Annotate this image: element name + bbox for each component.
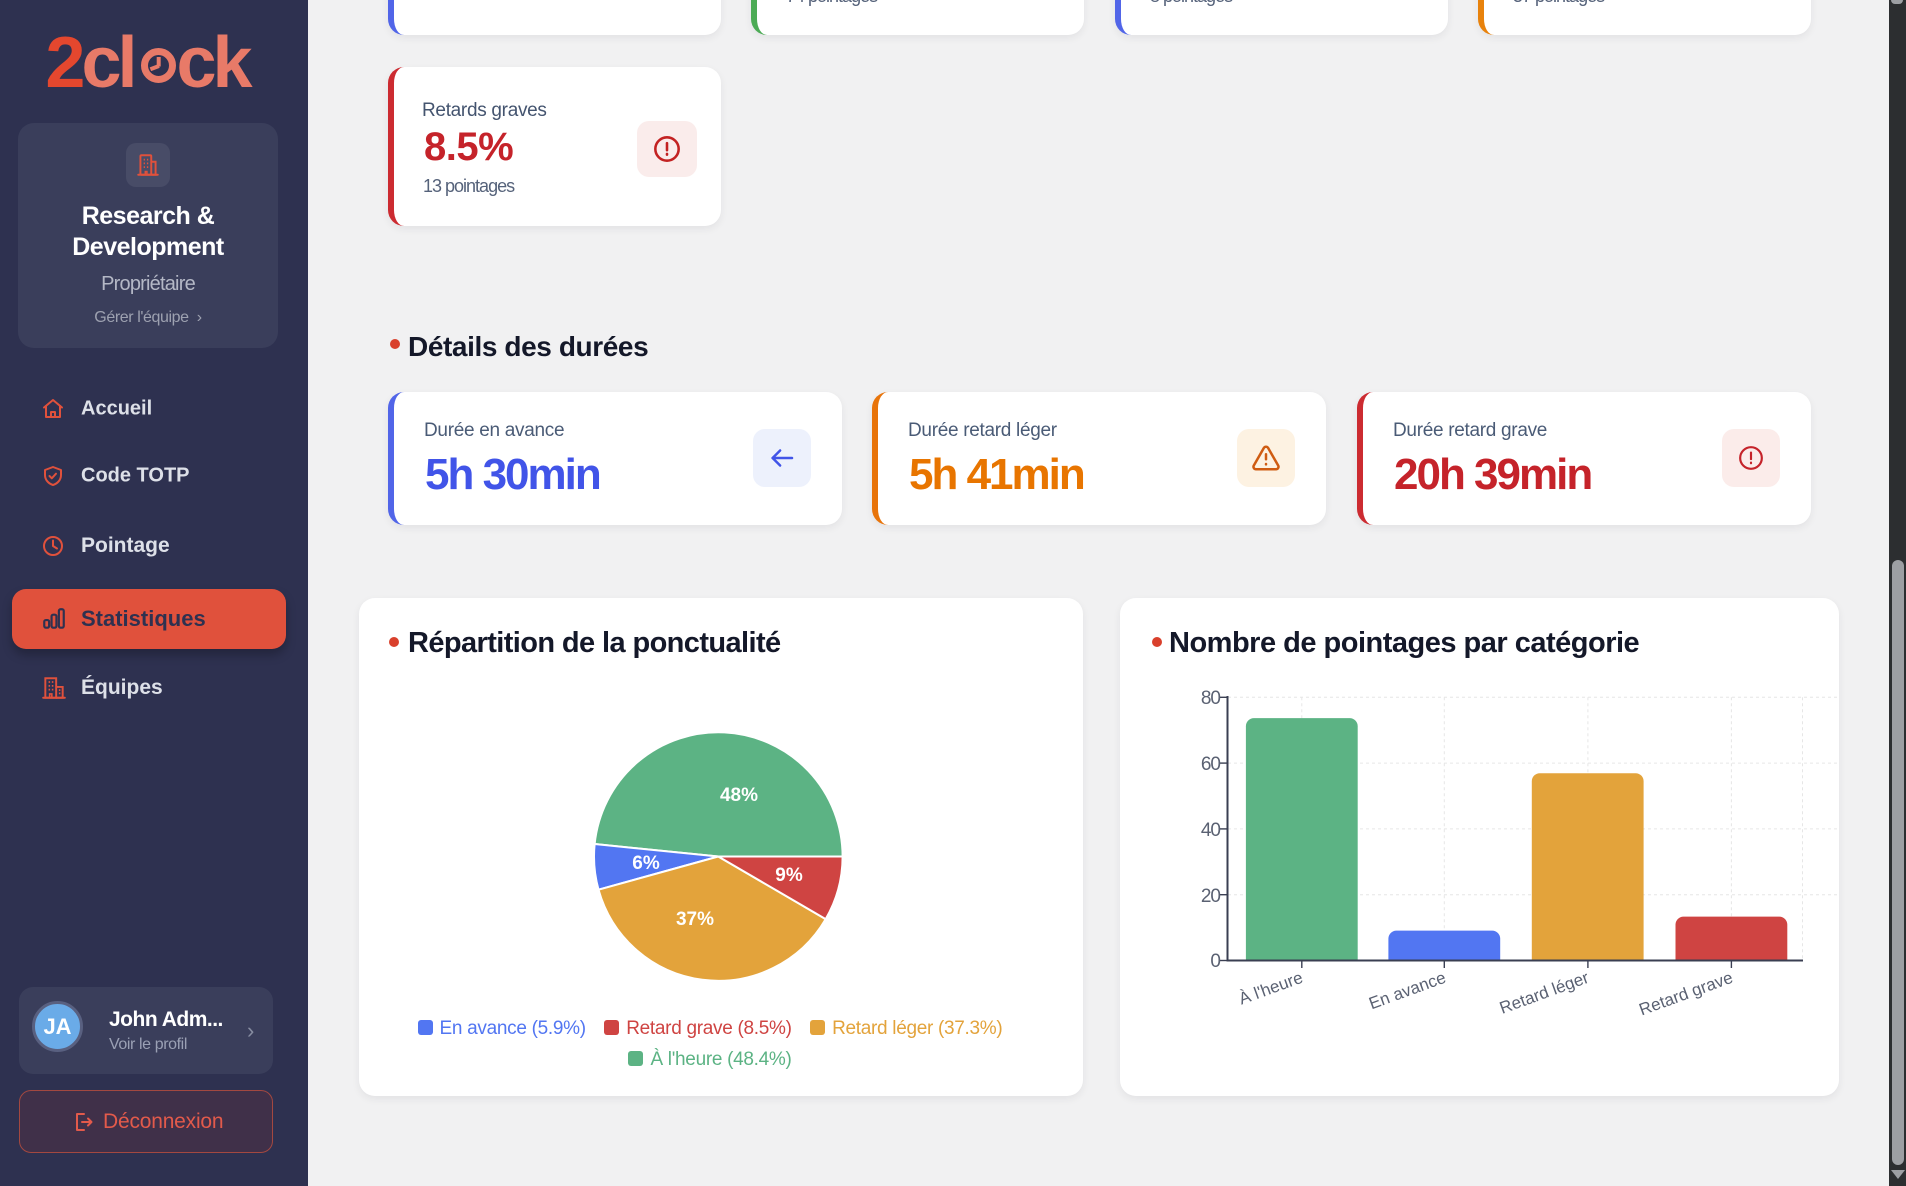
svg-text:Retard grave: Retard grave: [1637, 968, 1736, 1019]
svg-text:80: 80: [1201, 688, 1221, 709]
svg-text:60: 60: [1201, 754, 1221, 775]
svg-text:En avance: En avance: [1366, 968, 1448, 1013]
svg-text:9%: 9%: [775, 865, 803, 886]
svg-text:37%: 37%: [676, 909, 714, 930]
svg-text:6%: 6%: [632, 853, 660, 874]
svg-text:Retard léger: Retard léger: [1497, 968, 1592, 1018]
svg-text:48%: 48%: [720, 785, 758, 806]
svg-text:20: 20: [1201, 886, 1221, 907]
svg-text:40: 40: [1201, 820, 1221, 841]
svg-text:0: 0: [1210, 951, 1220, 972]
svg-text:À l'heure: À l'heure: [1236, 968, 1305, 1009]
